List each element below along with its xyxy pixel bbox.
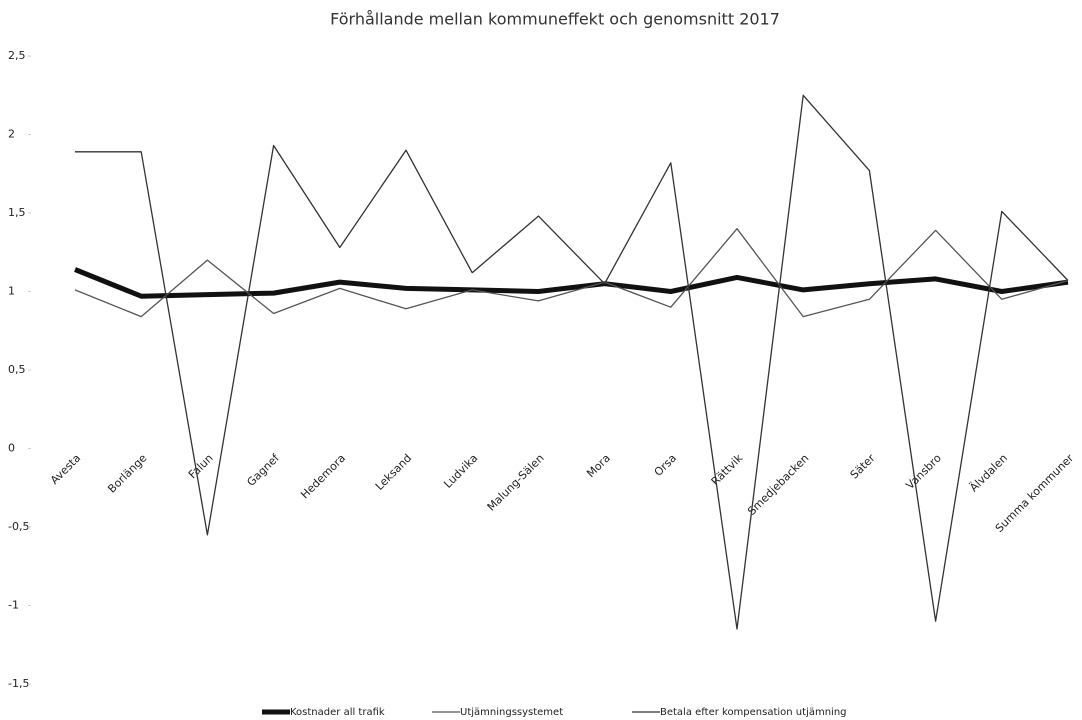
chart-title: Förhållande mellan kommuneffekt och geno…	[330, 10, 780, 29]
x-tick-label: Orsa	[652, 452, 679, 479]
x-tick-label: Avesta	[48, 452, 83, 487]
x-tick-label: Borlänge	[105, 451, 149, 495]
series-line	[74, 228, 1069, 318]
y-tick-label: 1,5	[8, 206, 26, 219]
y-tick-label: 1	[8, 285, 15, 298]
x-tick-label: Falun	[186, 452, 216, 482]
legend-label: Betala efter kompensation utjämning	[660, 707, 847, 718]
x-tick-label: Säter	[848, 451, 878, 481]
y-tick-label: 2,5	[8, 49, 26, 62]
legend-label: Utjämningssystemet	[460, 707, 563, 718]
y-tick-label: -1,5	[8, 677, 29, 690]
x-tick-label: Hedemora	[298, 452, 348, 502]
x-tick-label: Malung-Sälen	[485, 452, 547, 514]
y-tick-label: -0,5	[8, 520, 29, 533]
x-tick-label: Ludvika	[441, 452, 480, 491]
series-line	[75, 94, 1069, 630]
x-tick-label: Leksand	[373, 452, 414, 493]
series-line	[74, 267, 1069, 299]
x-tick-label: Vansbro	[903, 451, 944, 492]
y-tick-label: 2	[8, 128, 15, 141]
x-tick-label: Älvdalen	[967, 452, 1010, 495]
y-tick-label: 0,5	[8, 363, 26, 376]
y-tick-label: -1	[8, 599, 19, 612]
y-tick-label: 0	[8, 442, 15, 455]
x-tick-label: Mora	[584, 452, 613, 481]
legend-label: Kostnader all trafik	[290, 707, 385, 718]
x-tick-label: Gagnef	[244, 451, 282, 489]
